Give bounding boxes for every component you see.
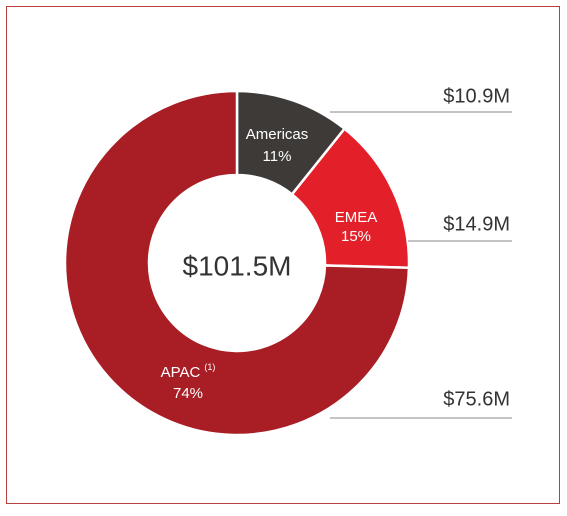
slice-label: Americas [246, 126, 309, 143]
value-label: $75.6M [443, 388, 510, 410]
value-label: $14.9M [443, 213, 510, 235]
percent-label: 74% [173, 385, 203, 402]
percent-label: 11% [263, 148, 292, 165]
slice-label: EMEA [335, 209, 378, 226]
category-note: (1) [204, 362, 215, 372]
percent-label: 15% [341, 228, 371, 245]
slice-label: APAC (1) [161, 362, 216, 381]
value-label: $10.9M [443, 85, 510, 107]
category-label: Americas [246, 126, 309, 143]
category-label: EMEA [335, 209, 378, 226]
total-label: $101.5M [183, 250, 292, 281]
slice [63, 89, 411, 437]
category-label: APAC [161, 364, 201, 381]
